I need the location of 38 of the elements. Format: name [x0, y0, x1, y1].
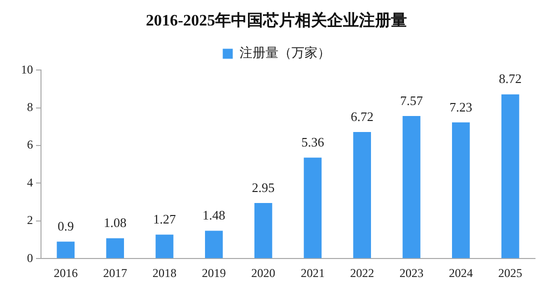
- data-label: 7.57: [400, 92, 424, 108]
- y-tick-label: 10: [21, 62, 33, 76]
- chart-title: 2016-2025年中国芯片相关企业注册量: [146, 12, 408, 30]
- data-label: 5.36: [301, 134, 325, 150]
- data-label: 6.72: [350, 108, 374, 124]
- data-label: 1.48: [202, 208, 226, 223]
- x-tick-label: 2017: [103, 266, 128, 280]
- y-tick-label: 0: [27, 250, 33, 265]
- data-label: 7.23: [450, 99, 472, 114]
- data-label: 0.9: [58, 218, 74, 234]
- bar: [106, 238, 124, 258]
- bar: [452, 122, 470, 258]
- data-label: 1.27: [153, 212, 176, 227]
- bar: [156, 234, 174, 258]
- x-tick-label: 2018: [152, 266, 176, 280]
- x-tick-label: 2025: [498, 266, 522, 280]
- y-tick-label: 2: [27, 213, 33, 228]
- y-tick-label: 6: [27, 138, 33, 152]
- bar: [304, 158, 322, 258]
- x-tick-label: 2019: [202, 266, 226, 280]
- bar: [56, 242, 75, 258]
- x-tick-label: 2024: [448, 266, 473, 280]
- x-tick-label: 2020: [251, 266, 276, 280]
- x-tick-label: 2023: [400, 266, 424, 280]
- bar: [254, 203, 272, 258]
- bar: [353, 132, 371, 258]
- x-tick-label: 2022: [350, 266, 374, 280]
- x-tick-label: 2016: [54, 266, 78, 280]
- data-label: 2.95: [252, 180, 275, 195]
- legend-label: 注册量（万家）: [239, 45, 330, 60]
- y-tick-label: 8: [27, 100, 33, 114]
- data-label: 1.08: [104, 215, 126, 230]
- y-tick-label: 4: [27, 175, 33, 190]
- data-label: 8.72: [498, 71, 522, 86]
- bar: [205, 230, 223, 258]
- x-tick-label: 2021: [300, 266, 325, 280]
- bar: [501, 94, 520, 258]
- bar: [402, 116, 420, 258]
